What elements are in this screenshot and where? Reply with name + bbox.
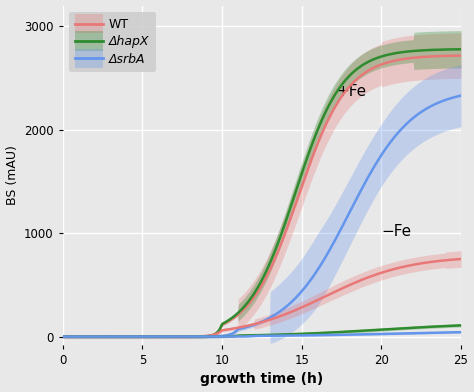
Text: +Fe: +Fe <box>337 83 367 98</box>
X-axis label: growth time (h): growth time (h) <box>200 372 324 387</box>
Legend: WT, ΔhapX, ΔsrbA: WT, ΔhapX, ΔsrbA <box>69 12 156 72</box>
Y-axis label: BS (mAU): BS (mAU) <box>6 145 18 205</box>
Text: −Fe: −Fe <box>382 224 411 239</box>
